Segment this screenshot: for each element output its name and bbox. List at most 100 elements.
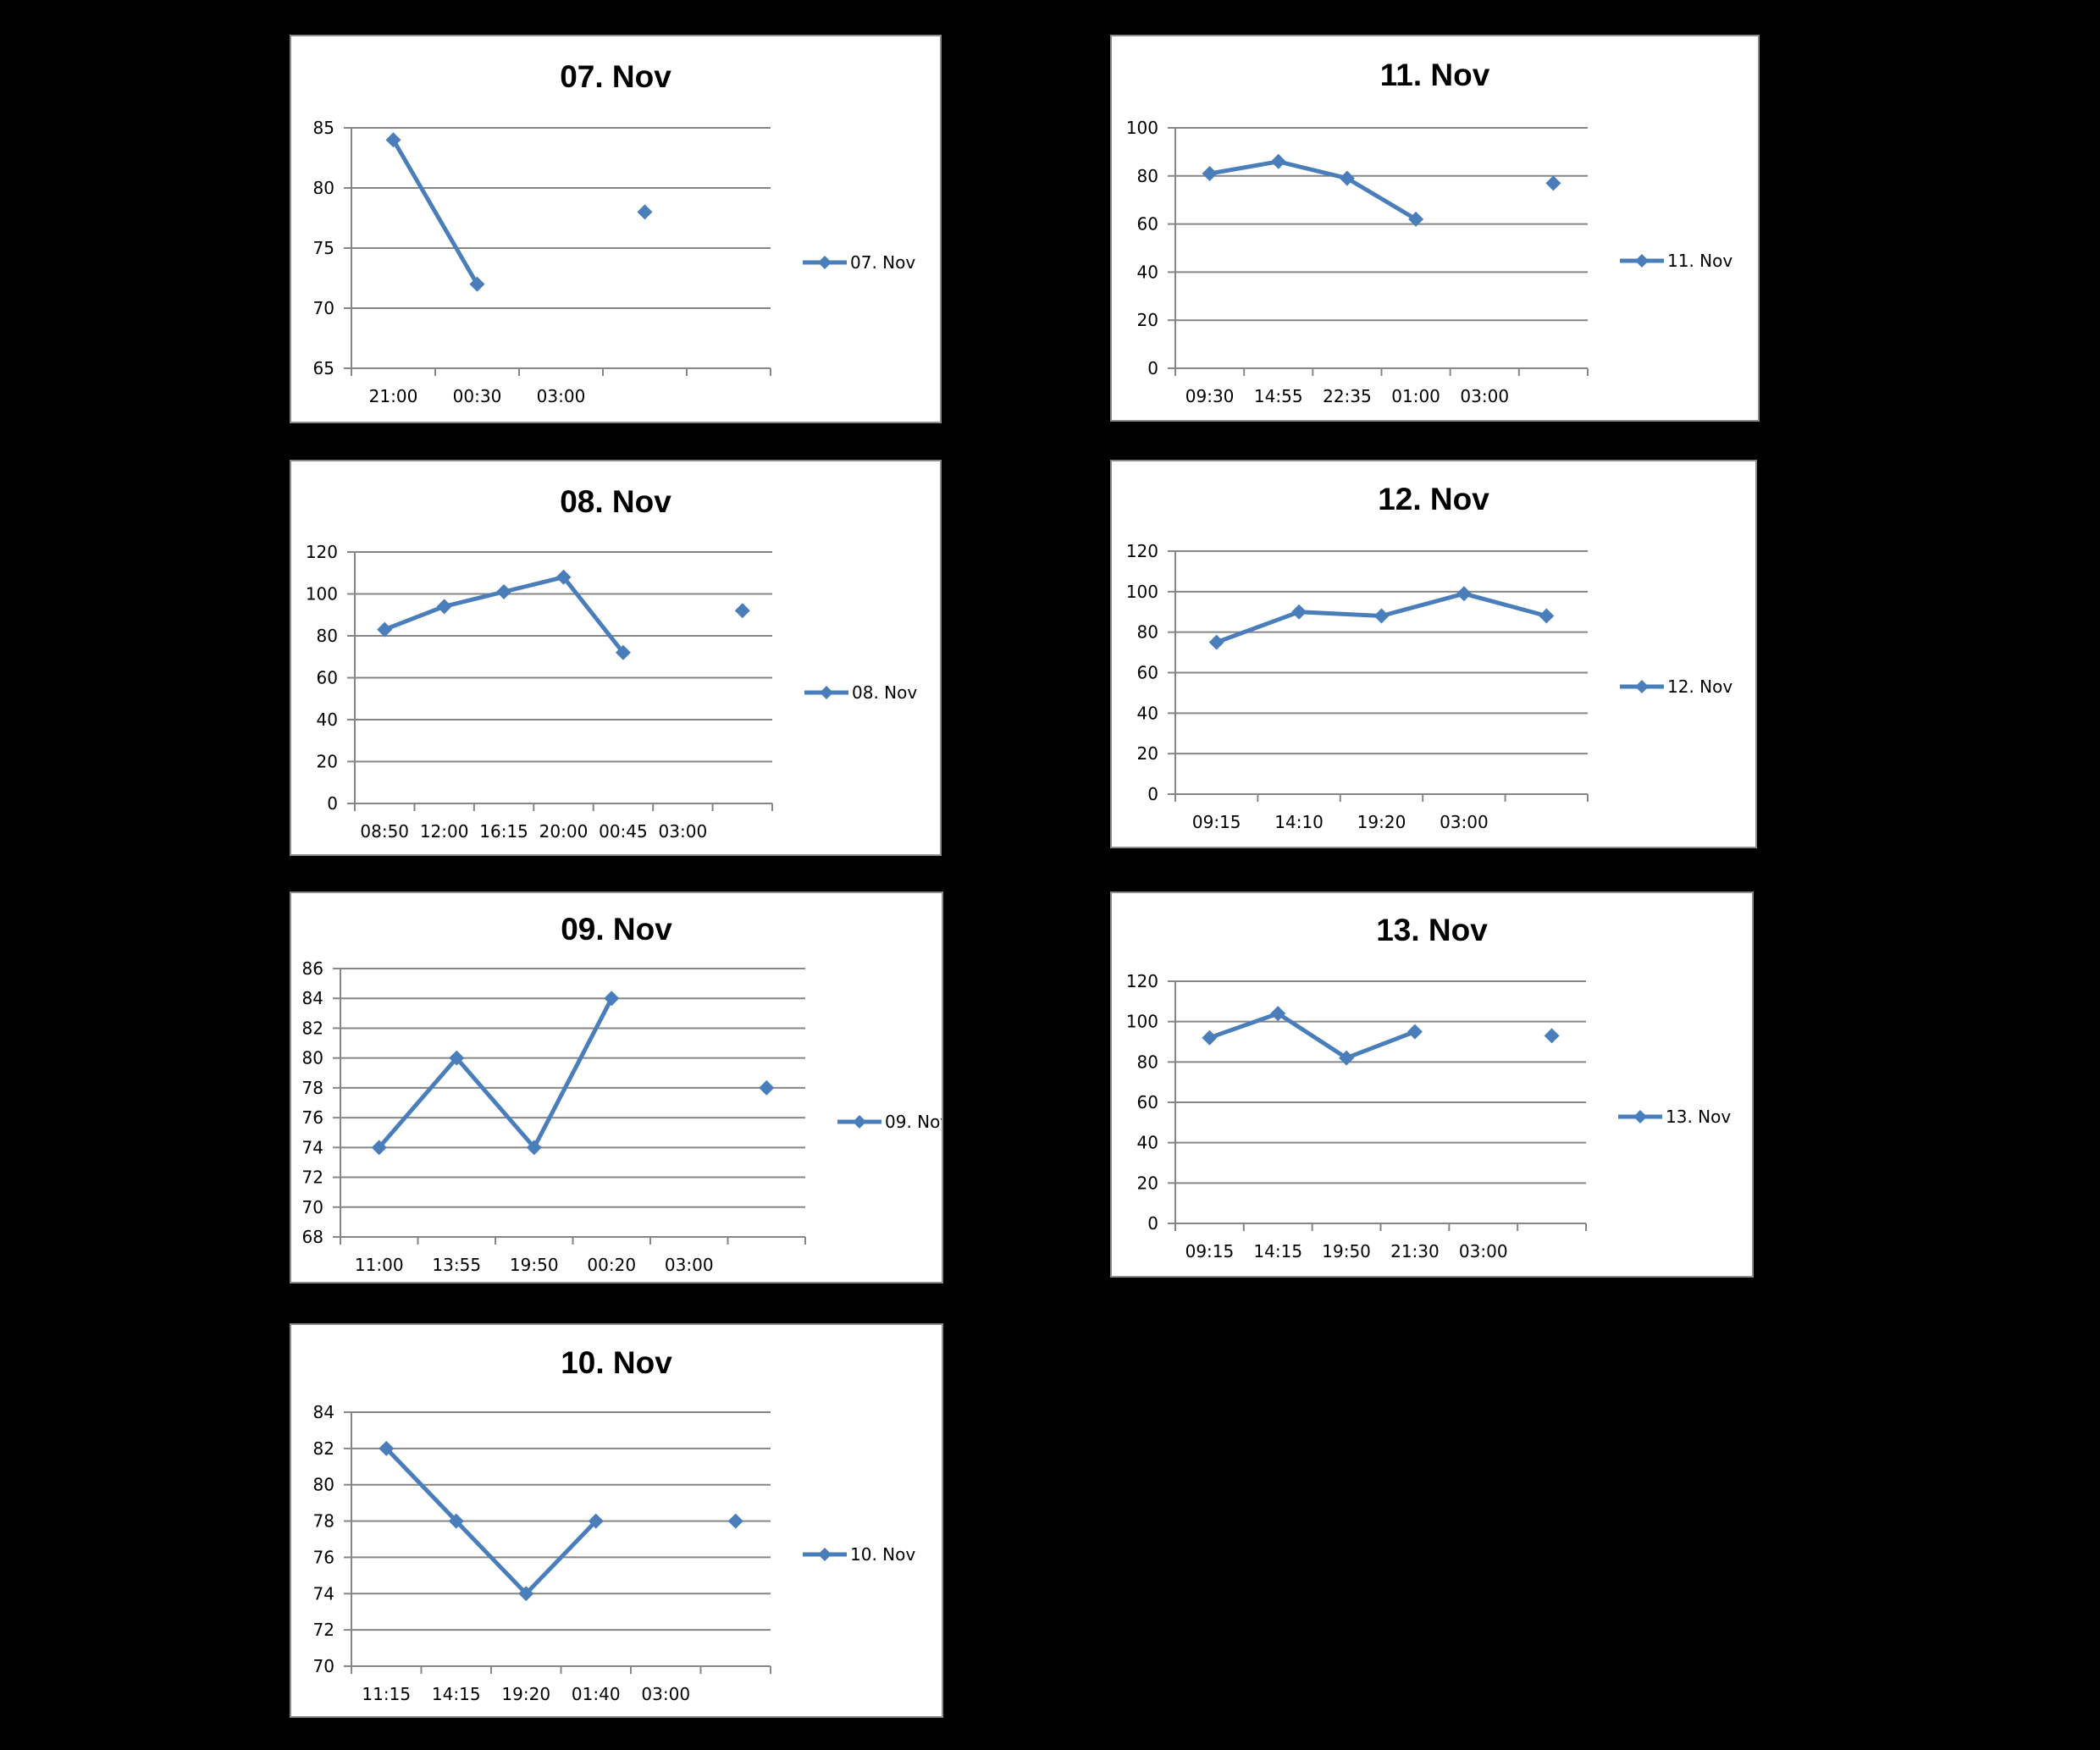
data-point [379, 1440, 395, 1456]
y-tick-label: 80 [313, 1475, 334, 1495]
y-tick-label: 120 [1126, 541, 1158, 561]
chart-svg: 11. Nov 0 20 40 60 80 100 09:30 14:55 22:35 01:00 0… [1126, 58, 1733, 406]
y-tick-label: 80 [1137, 166, 1158, 186]
data-point [448, 1513, 464, 1529]
chart-svg: 12. Nov 0 20 40 60 80 100 120 09:15 14:10 19:20 03:… [1126, 482, 1733, 832]
series-line [377, 996, 614, 1150]
y-tick-label: 0 [327, 793, 338, 814]
chart-svg: 09. Nov 68 70 72 74 76 78 80 82 84 86 11:00 13:55 19:… [302, 912, 942, 1275]
y-tick-label: 80 [317, 626, 338, 646]
y-tick-label: 70 [302, 1197, 323, 1217]
legend-marker [1635, 680, 1649, 693]
chart-title: 11. Nov [1380, 58, 1490, 92]
series-line [384, 1446, 599, 1596]
data-point [1545, 175, 1561, 191]
legend-marker [1635, 254, 1649, 268]
y-tick-label: 68 [302, 1227, 323, 1247]
chart-title: 12. Nov [1378, 482, 1489, 516]
x-tick-label: 01:00 [1391, 386, 1440, 406]
y-tick-label: 40 [1137, 703, 1158, 723]
y-tick-label: 70 [313, 1656, 334, 1676]
data-point [1408, 211, 1424, 227]
data-point [371, 1140, 387, 1156]
y-tick-label: 100 [306, 584, 338, 604]
x-tick-label: 08:50 [360, 821, 409, 842]
legend-label: 07. Nov [850, 252, 915, 273]
data-point [1339, 1050, 1355, 1066]
legend-label: 09. Nov [885, 1112, 942, 1132]
chart-panel-07-nov: 07. Nov 65 70 75 80 85 21:00 00:30 03:00 07. Nov [290, 35, 942, 423]
y-tick-label: 82 [313, 1438, 334, 1459]
y-tick-label: 72 [313, 1620, 334, 1640]
x-tick-label: 11:15 [362, 1684, 411, 1704]
x-tick-label: 00:45 [599, 821, 648, 842]
x-tick-label: 13:55 [432, 1255, 481, 1275]
data-point [436, 599, 452, 615]
x-tick-label: 14:55 [1254, 386, 1303, 406]
data-point [1373, 608, 1390, 624]
x-tick-label: 12:00 [420, 821, 469, 842]
y-tick-label: 120 [306, 542, 338, 562]
data-point [1456, 586, 1472, 602]
data-point [588, 1513, 604, 1529]
data-point [496, 584, 512, 600]
y-tick-label: 20 [317, 752, 338, 772]
y-tick-label: 60 [1137, 214, 1158, 235]
chart-panel-08-nov: 08. Nov 0 20 40 60 80 100 120 08:50 12:00 16:15 20:… [290, 460, 942, 856]
x-tick-label: 19:20 [501, 1684, 550, 1704]
y-tick-label: 0 [1147, 358, 1158, 378]
y-tick-label: 100 [1126, 1012, 1158, 1032]
series-line [1207, 1011, 1418, 1061]
x-tick-label: 01:40 [572, 1684, 621, 1704]
data-point [759, 1079, 775, 1096]
data-point [385, 132, 401, 148]
y-tick-label: 72 [302, 1168, 323, 1188]
x-tick-label: 11:00 [355, 1255, 404, 1275]
data-point [1539, 608, 1555, 624]
y-tick-label: 0 [1147, 784, 1158, 804]
data-point [555, 569, 572, 585]
x-tick-label: 21:30 [1390, 1241, 1440, 1261]
series-line [391, 137, 479, 287]
chart-panel-09-nov: 09. Nov 68 70 72 74 76 78 80 82 84 86 11:00 13:55 19:… [290, 892, 943, 1284]
data-point [1208, 634, 1224, 650]
legend-label: 11. Nov [1667, 251, 1732, 271]
x-tick-label: 00:30 [453, 386, 502, 406]
data-point [526, 1140, 542, 1156]
x-tick-label: 22:35 [1323, 386, 1372, 406]
y-tick-label: 65 [313, 358, 334, 378]
data-point [377, 621, 393, 638]
data-point [1202, 1030, 1218, 1046]
y-tick-label: 80 [1137, 1052, 1158, 1072]
x-tick-label: 09:30 [1185, 386, 1235, 406]
data-point [1202, 165, 1218, 181]
data-point [469, 276, 485, 292]
x-tick-label: 16:15 [479, 821, 528, 842]
data-point [637, 204, 653, 220]
chart-title: 13. Nov [1376, 913, 1488, 947]
legend-marker [1633, 1110, 1647, 1123]
x-tick-label: 19:50 [1322, 1241, 1371, 1261]
x-tick-label: 21:00 [369, 386, 418, 406]
y-tick-label: 120 [1126, 971, 1158, 991]
y-tick-label: 78 [302, 1078, 323, 1098]
y-tick-label: 76 [313, 1547, 334, 1567]
legend-marker [818, 256, 832, 269]
x-tick-label: 03:00 [1440, 812, 1489, 832]
y-tick-label: 80 [1137, 622, 1158, 643]
x-tick-label: 20:00 [539, 821, 589, 842]
data-point [1339, 170, 1355, 186]
y-tick-label: 100 [1126, 118, 1158, 138]
y-tick-label: 82 [302, 1018, 323, 1038]
chart-panel-13-nov: 13. Nov 0 20 40 60 80 100 120 09:15 14:15 19:50 21:… [1110, 892, 1754, 1278]
y-tick-label: 80 [313, 178, 334, 198]
y-tick-label: 60 [317, 668, 338, 688]
x-tick-label: 14:15 [432, 1684, 481, 1704]
x-tick-label: 03:00 [665, 1255, 714, 1275]
x-tick-label: 09:15 [1185, 1241, 1235, 1261]
legend-marker [820, 686, 833, 699]
x-tick-label: 09:15 [1192, 812, 1241, 832]
data-point [615, 644, 631, 660]
data-point [604, 991, 620, 1007]
legend-label: 08. Nov [852, 682, 917, 703]
